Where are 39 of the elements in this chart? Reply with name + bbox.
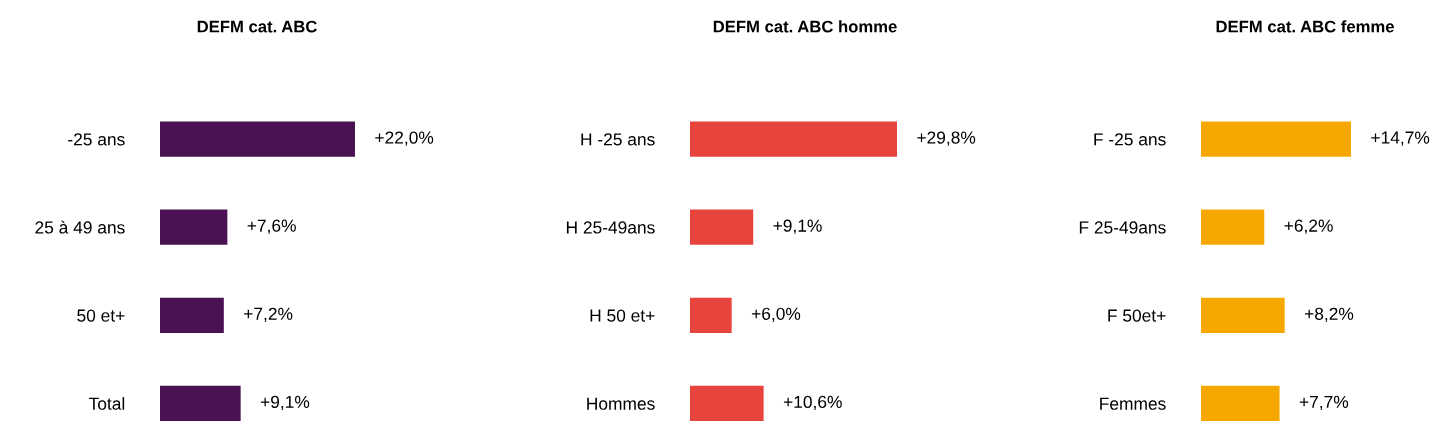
y-tick-label: Total bbox=[89, 397, 125, 410]
data-label: +7,7% bbox=[1299, 395, 1349, 411]
bar bbox=[160, 297, 224, 333]
data-label: +10,6% bbox=[783, 395, 842, 411]
y-tick-label: F -25 ans bbox=[1094, 133, 1166, 146]
bar bbox=[160, 385, 241, 421]
bar bbox=[1201, 385, 1280, 421]
y-tick-label: F 25-49ans bbox=[1079, 221, 1166, 234]
y-tick-label: H 50 et+ bbox=[590, 309, 655, 322]
chart-title: DEFM cat. ABC femme bbox=[1216, 20, 1394, 33]
bar bbox=[160, 121, 355, 157]
data-label: +8,2% bbox=[1304, 307, 1354, 322]
data-label: +14,7% bbox=[1371, 131, 1430, 146]
data-label: +7,2% bbox=[244, 307, 293, 322]
bar bbox=[1201, 297, 1285, 333]
bar bbox=[690, 209, 754, 245]
y-tick-label: Hommes bbox=[587, 397, 655, 410]
y-tick-label: Femmes bbox=[1100, 397, 1166, 410]
data-label: +29,8% bbox=[917, 131, 976, 146]
y-tick-label: 25 à 49 ans bbox=[35, 220, 125, 234]
data-label: +6,2% bbox=[1284, 219, 1333, 234]
y-tick-label: 50 et+ bbox=[77, 309, 125, 322]
bar bbox=[1201, 209, 1265, 245]
y-tick-label: F 50et+ bbox=[1108, 309, 1166, 322]
bar bbox=[690, 297, 732, 333]
y-tick-label: H -25 ans bbox=[581, 133, 655, 146]
data-label: +22,0% bbox=[375, 131, 434, 146]
y-tick-label: H 25-49ans bbox=[566, 221, 655, 234]
bar bbox=[1201, 121, 1351, 157]
data-label: +7,6% bbox=[247, 219, 296, 234]
chart-title: DEFM cat. ABC homme bbox=[713, 20, 897, 33]
bar bbox=[160, 209, 228, 245]
data-label: +9,1% bbox=[260, 395, 310, 411]
bar bbox=[690, 385, 764, 421]
y-tick-label: -25 ans bbox=[68, 133, 125, 146]
chart-title: DEFM cat. ABC bbox=[197, 20, 317, 33]
data-label: +6,0% bbox=[751, 307, 801, 322]
data-label: +9,1% bbox=[773, 219, 822, 234]
bar bbox=[690, 121, 897, 157]
